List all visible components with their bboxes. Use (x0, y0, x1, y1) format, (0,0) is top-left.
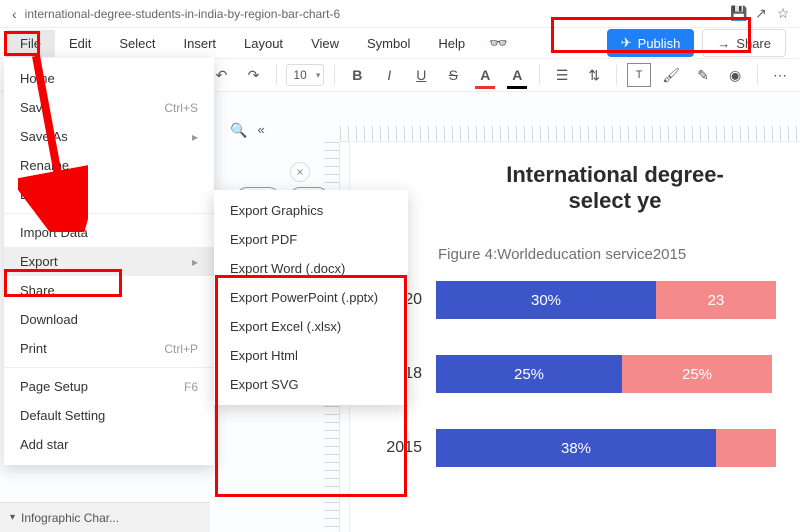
file-menu-download[interactable]: Download (4, 305, 214, 334)
fontsize-select[interactable]: 10 (286, 64, 324, 86)
chart-bar-segment: 23 (656, 281, 776, 319)
chart-bar-segment: 30% (436, 281, 656, 319)
file-menu-share[interactable]: Share (4, 276, 214, 305)
share-label: Share (736, 36, 771, 51)
chart-year-label: 2015 (370, 439, 436, 457)
file-menu-export[interactable]: Export▸ (4, 247, 214, 276)
publish-icon: ✈ (621, 35, 632, 51)
chart-title-line2: select ye (430, 188, 800, 214)
more-tools-icon[interactable]: ⋯ (768, 63, 792, 87)
export-export-graphics[interactable]: Export Graphics (214, 196, 408, 225)
redo-icon[interactable]: ↷ (242, 63, 266, 87)
publish-button[interactable]: ✈ Publish (607, 29, 695, 57)
chart-bar-segment: 25% (622, 355, 772, 393)
publish-label: Publish (638, 36, 681, 51)
ruler-horizontal (340, 126, 800, 142)
open-external-icon[interactable]: ↗ (750, 5, 772, 22)
chart-body: 202030%23 201825%25% 201538% (370, 281, 800, 467)
export-submenu: Export GraphicsExport PDFExport Word (.d… (214, 190, 408, 405)
export-export-word-docx-[interactable]: Export Word (.docx) (214, 254, 408, 283)
chart-row-2015: 201538% (370, 429, 800, 467)
export-export-html[interactable]: Export Html (214, 341, 408, 370)
line-spacing-button[interactable]: ⇅ (582, 63, 606, 87)
strike-button[interactable]: S (441, 63, 465, 87)
file-menu-default-setting[interactable]: Default Setting (4, 401, 214, 430)
file-menu-save[interactable]: SaveCtrl+S (4, 93, 214, 122)
file-menu-add-star[interactable]: Add star (4, 430, 214, 459)
chart-subtitle: Figure 4:Worldeducation service2015 (438, 246, 800, 263)
bold-button[interactable]: B (345, 63, 369, 87)
file-menu-home[interactable]: Home (4, 64, 214, 93)
file-menu-encrypt[interactable]: Encrypt (4, 180, 214, 209)
preview-icon[interactable]: 👓 (479, 34, 518, 52)
export-export-svg[interactable]: Export SVG (214, 370, 408, 399)
menu-view[interactable]: View (297, 30, 353, 57)
chart-bar-segment: 25% (436, 355, 622, 393)
sidepanel-label: Infographic Char... (21, 511, 119, 525)
paint-button[interactable]: 🖌 (659, 63, 683, 87)
chart-title-line1: International degree- (430, 162, 800, 188)
sidepanel-heading[interactable]: ▾ Infographic Char... (0, 502, 210, 532)
export-export-powerpoint-pptx-[interactable]: Export PowerPoint (.pptx) (214, 283, 408, 312)
font-color-button[interactable]: A (473, 63, 497, 87)
document-title: international-degree-students-in-india-b… (23, 7, 728, 21)
eyedropper-button[interactable]: ✎ (691, 63, 715, 87)
menu-bar-right: ✈ Publish → Share (607, 29, 794, 57)
menu-bar: File Edit Select Insert Layout View Symb… (0, 28, 800, 58)
file-menu-import-data[interactable]: Import Data (4, 218, 214, 247)
export-export-excel-xlsx-[interactable]: Export Excel (.xlsx) (214, 312, 408, 341)
panel-close-icon[interactable]: × (290, 162, 310, 182)
chevron-down-icon: ▾ (10, 512, 15, 523)
star-icon[interactable]: ☆ (772, 5, 794, 22)
chart-row-2020: 202030%23 (370, 281, 800, 319)
menu-edit[interactable]: Edit (55, 30, 105, 57)
highlight-button[interactable]: A (505, 63, 529, 87)
file-menu-save-as[interactable]: Save As▸ (4, 122, 214, 151)
share-icon: → (717, 36, 730, 51)
chart-bar-segment (716, 429, 776, 467)
file-menu-page-setup[interactable]: Page SetupF6 (4, 372, 214, 401)
file-dropdown: HomeSaveCtrl+SSave As▸RenameEncrypt Impor… (4, 58, 214, 465)
menu-help[interactable]: Help (424, 30, 479, 57)
panel-tools: 🔍 « (230, 122, 265, 139)
chart-bar-segment: 38% (436, 429, 716, 467)
export-export-pdf[interactable]: Export PDF (214, 225, 408, 254)
file-menu-print[interactable]: PrintCtrl+P (4, 334, 214, 363)
back-icon[interactable]: ‹ (6, 6, 23, 22)
text-box-button[interactable]: T (627, 63, 651, 87)
save-icon[interactable]: 💾 (728, 5, 750, 22)
underline-button[interactable]: U (409, 63, 433, 87)
menu-file[interactable]: File (6, 30, 55, 57)
menu-symbol[interactable]: Symbol (353, 30, 424, 57)
chart-row-2018: 201825%25% (370, 355, 800, 393)
panel-collapse-icon[interactable]: « (257, 122, 264, 139)
menu-insert[interactable]: Insert (170, 30, 231, 57)
align-button[interactable]: ☰ (550, 63, 574, 87)
menu-select[interactable]: Select (105, 30, 169, 57)
menu-layout[interactable]: Layout (230, 30, 297, 57)
document-page: International degree- select ye Figure 4… (350, 142, 800, 532)
share-button[interactable]: → Share (702, 29, 786, 57)
italic-button[interactable]: I (377, 63, 401, 87)
menu-bar-left: File Edit Select Insert Layout View Symb… (6, 30, 518, 57)
panel-search-icon[interactable]: 🔍 (230, 122, 247, 139)
fill-button[interactable]: ◉ (723, 63, 747, 87)
title-bar: ‹ international-degree-students-in-india… (0, 0, 800, 28)
file-menu-rename[interactable]: Rename (4, 151, 214, 180)
